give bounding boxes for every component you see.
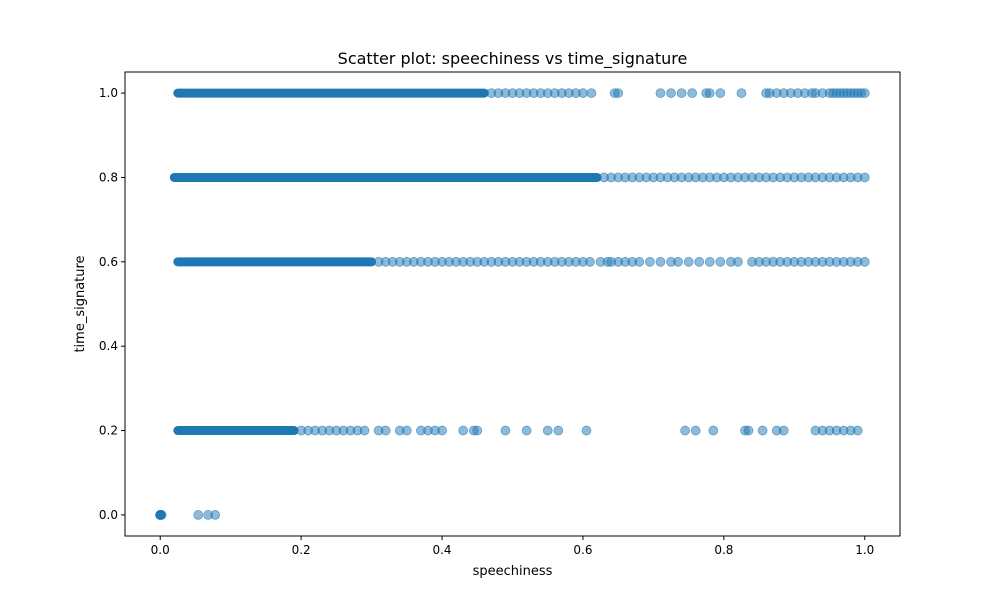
- data-point: [155, 510, 166, 520]
- y-axis-label: time_signature: [73, 255, 88, 352]
- y-tick-label: 0.6: [99, 255, 118, 269]
- data-point: [542, 425, 553, 436]
- data-point: [683, 256, 694, 267]
- x-tick-label: 0.4: [432, 543, 451, 557]
- y-tick-label: 0.2: [99, 424, 118, 438]
- data-point: [852, 425, 863, 436]
- data-point: [715, 256, 726, 267]
- data-point: [401, 425, 412, 436]
- data-point: [655, 256, 666, 267]
- data-point: [708, 425, 719, 436]
- y-tick-label: 0.0: [99, 508, 118, 522]
- point-cluster: [173, 88, 489, 98]
- data-point: [472, 425, 483, 436]
- data-point: [778, 425, 789, 436]
- data-point: [380, 425, 391, 436]
- data-point: [743, 425, 754, 436]
- x-axis-label: speechiness: [473, 564, 553, 579]
- data-point: [673, 256, 683, 267]
- y-tick-label: 0.4: [99, 339, 118, 353]
- x-axis-ticks: 0.0 0.2 0.4 0.6 0.8 1.0: [151, 536, 874, 557]
- y-axis-ticks: 0.0 0.2 0.4 0.6 0.8 1.0: [99, 86, 125, 522]
- data-point: [521, 425, 532, 436]
- data-point: [680, 425, 691, 436]
- x-tick-label: 0.2: [292, 543, 311, 557]
- x-tick-label: 0.8: [714, 543, 733, 557]
- data-point: [694, 256, 705, 267]
- x-tick-label: 0.0: [151, 543, 170, 557]
- data-point: [613, 88, 624, 98]
- y-tick-label: 0.8: [99, 170, 118, 184]
- data-point: [859, 172, 870, 183]
- data-point: [634, 256, 645, 267]
- data-point: [733, 256, 743, 267]
- data-point: [859, 88, 870, 98]
- point-cluster: [169, 172, 602, 182]
- chart-title: Scatter plot: speechiness vs time_signat…: [338, 49, 688, 69]
- data-point: [581, 425, 592, 436]
- data-point: [644, 256, 655, 267]
- data-point: [704, 256, 715, 267]
- data-point: [704, 88, 715, 98]
- data-point: [736, 88, 747, 98]
- data-point: [578, 88, 588, 98]
- data-point: [715, 88, 726, 98]
- data-point: [359, 425, 370, 436]
- x-tick-label: 0.6: [573, 543, 592, 557]
- data-point: [859, 256, 870, 267]
- data-point: [687, 88, 698, 98]
- axes-frame: [124, 71, 901, 537]
- data-point: [553, 425, 564, 436]
- point-cluster: [173, 257, 377, 267]
- y-tick-label: 1.0: [99, 86, 118, 100]
- x-tick-label: 1.0: [855, 543, 874, 557]
- data-point: [458, 425, 469, 436]
- point-cluster: [173, 426, 299, 436]
- data-point: [757, 425, 768, 436]
- data-point: [676, 88, 687, 98]
- points-layer: [155, 88, 870, 520]
- data-point: [193, 510, 204, 520]
- data-point: [690, 425, 701, 436]
- data-point: [437, 425, 447, 436]
- data-point: [666, 88, 676, 98]
- data-point: [655, 88, 666, 98]
- data-point: [586, 88, 597, 98]
- data-point: [500, 425, 511, 436]
- data-point: [585, 256, 595, 267]
- data-point: [210, 510, 221, 520]
